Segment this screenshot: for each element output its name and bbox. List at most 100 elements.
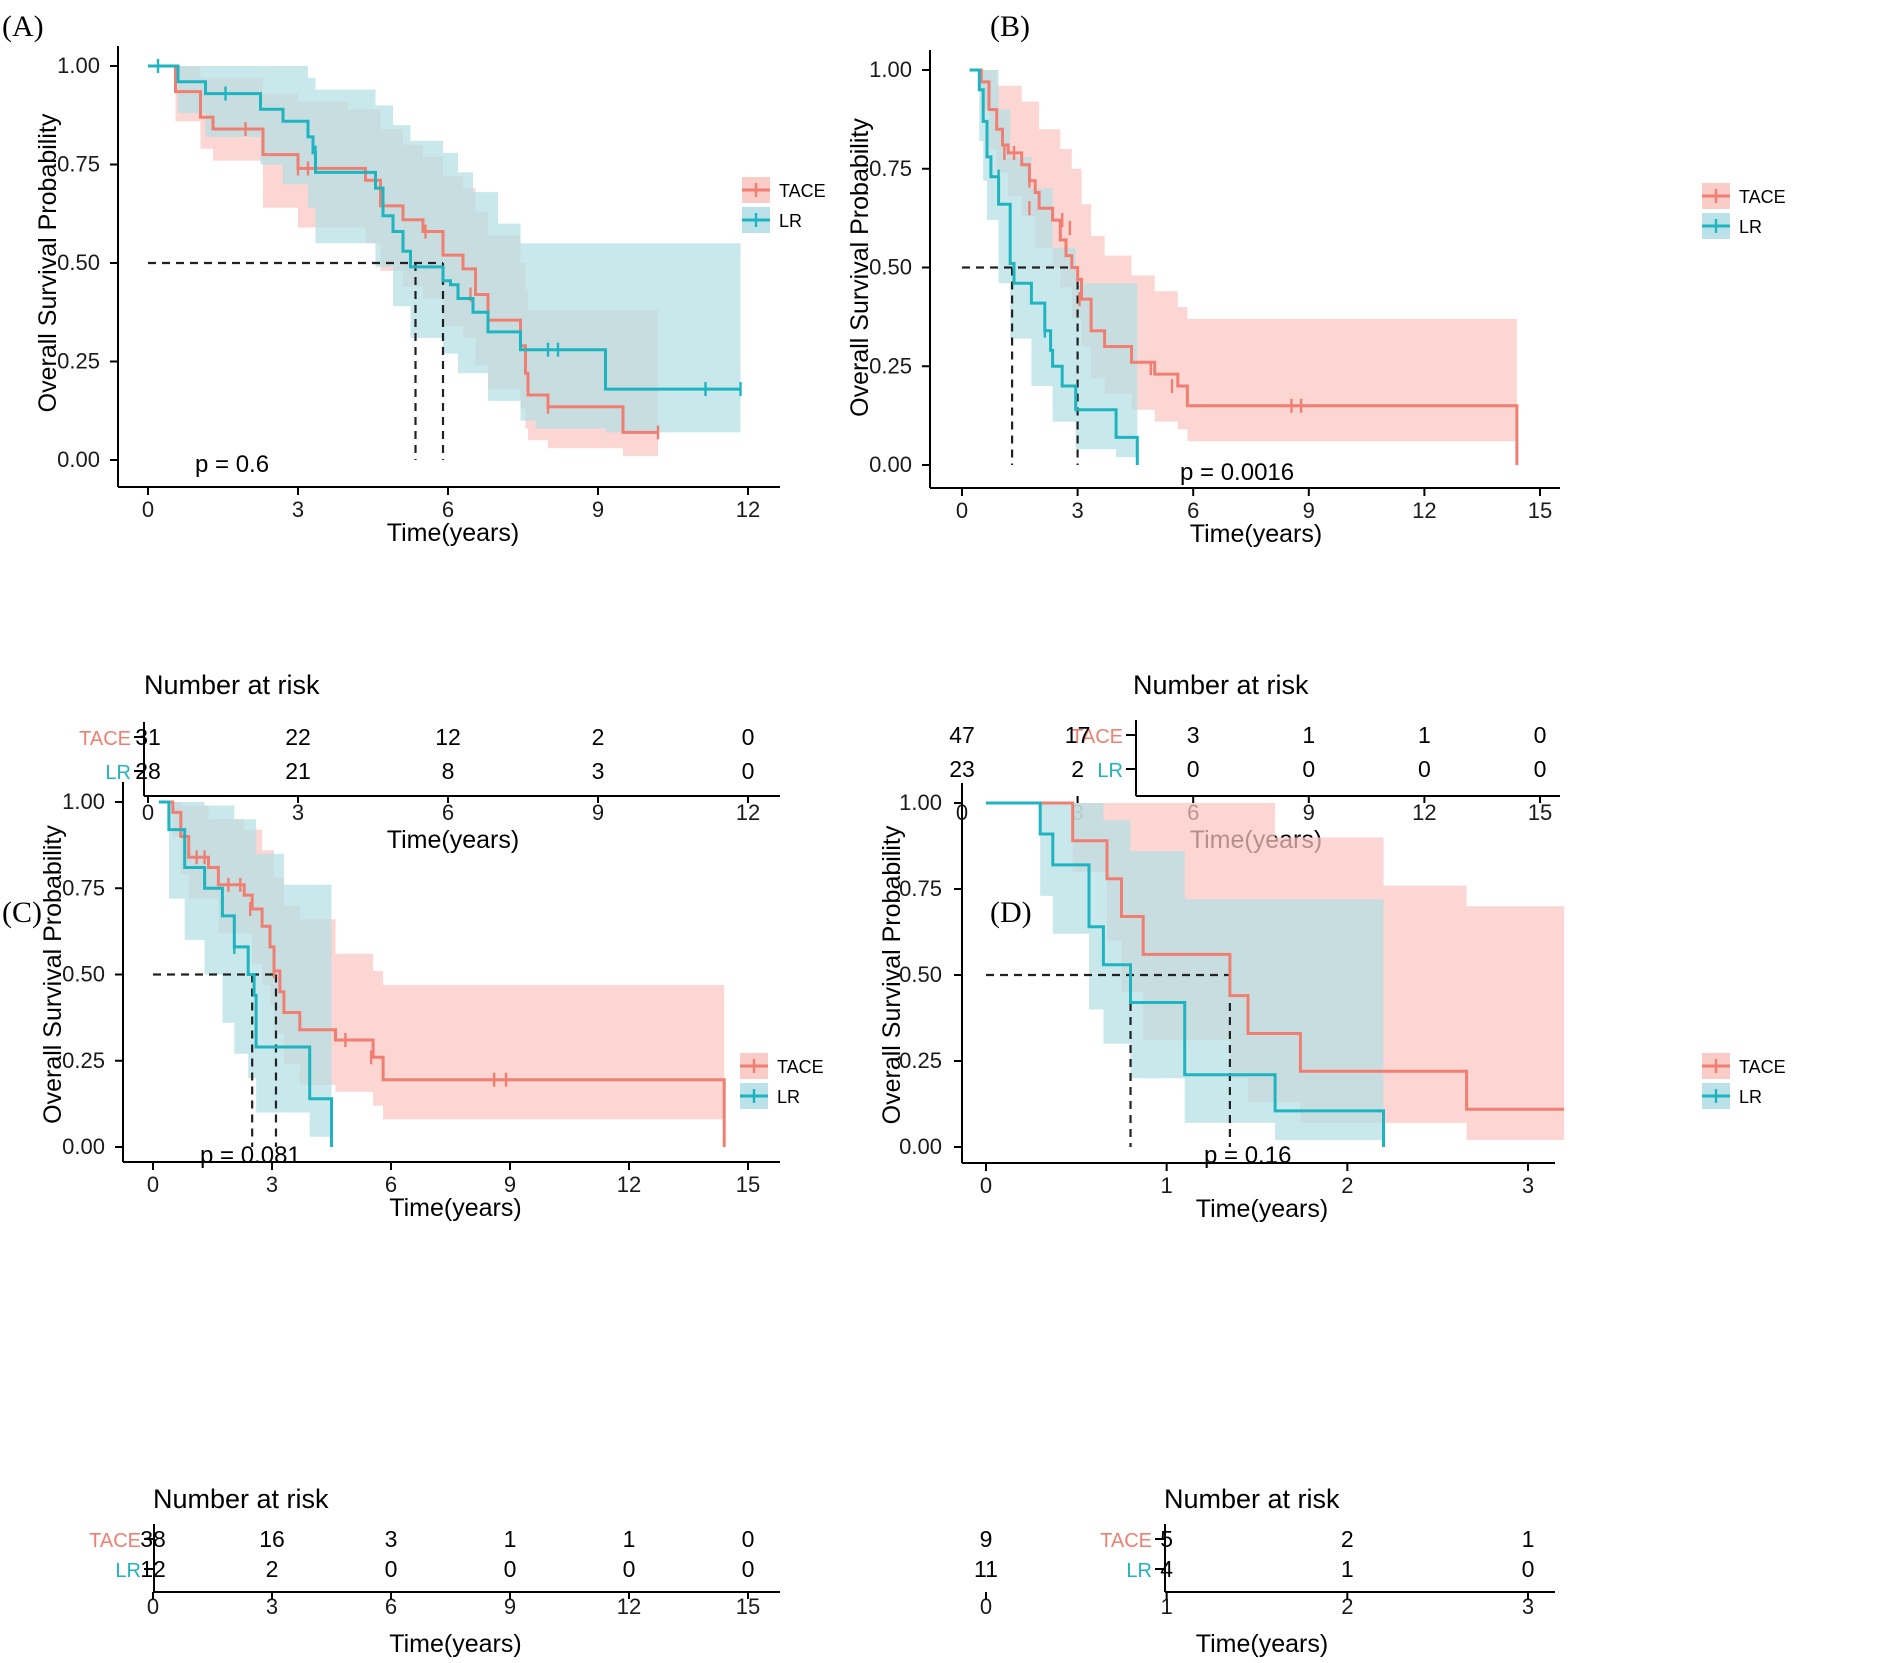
legend: TACE LR bbox=[742, 177, 826, 233]
risk-x-tick-label: 0 bbox=[980, 1594, 992, 1619]
risk-x-axis-title: Time(years) bbox=[389, 1630, 521, 1658]
risk-x-tick-label: 3 bbox=[292, 800, 304, 825]
risk-row-name-tace: TACE bbox=[89, 1530, 141, 1552]
x-tick-label: 1 bbox=[1161, 1173, 1173, 1198]
y-axis-title: Overall Survival Probability bbox=[34, 113, 62, 412]
x-tick-label: 15 bbox=[736, 1172, 760, 1197]
x-tick-label: 9 bbox=[592, 497, 604, 522]
risk-count: 22 bbox=[285, 724, 311, 750]
x-axis-title: Time(years) bbox=[1196, 1195, 1328, 1223]
risk-row-name-lr: LR bbox=[1126, 1560, 1152, 1582]
risk-count: 1 bbox=[1522, 1526, 1535, 1552]
risk-count: 28 bbox=[135, 758, 161, 784]
p-value-label: p = 0.081 bbox=[200, 1142, 301, 1169]
x-tick-label: 15 bbox=[1528, 498, 1552, 523]
risk-x-tick-label: 3 bbox=[1522, 1594, 1534, 1619]
legend-label-tace: TACE bbox=[777, 1057, 824, 1077]
risk-count: 0 bbox=[1534, 756, 1547, 782]
panel-label: (B) bbox=[990, 10, 1030, 43]
x-tick-label: 0 bbox=[142, 497, 154, 522]
risk-count: 0 bbox=[1418, 756, 1431, 782]
y-tick-label: 0.00 bbox=[899, 1134, 942, 1159]
x-tick-label: 6 bbox=[442, 497, 454, 522]
risk-count: 3 bbox=[592, 758, 605, 784]
risk-row-name-tace: TACE bbox=[79, 728, 131, 750]
risk-count: 0 bbox=[742, 724, 755, 750]
y-tick-label: 0.25 bbox=[869, 353, 912, 378]
risk-count: 0 bbox=[742, 1526, 755, 1552]
risk-count: 1 bbox=[623, 1526, 636, 1552]
y-tick-label: 0.50 bbox=[57, 250, 100, 275]
risk-x-tick-label: 0 bbox=[147, 1594, 159, 1619]
risk-count: 4 bbox=[1160, 1556, 1173, 1582]
y-tick-label: 1.00 bbox=[57, 53, 100, 78]
y-tick-label: 0.75 bbox=[899, 876, 942, 901]
y-tick-label: 0.50 bbox=[869, 255, 912, 280]
risk-table: Number at risk TACE 9 5 2 1 LR 11 4 1 0 0 1 2 3 Time(ye… bbox=[974, 1484, 1555, 1658]
risk-count: 5 bbox=[1160, 1526, 1173, 1552]
risk-x-tick-label: 12 bbox=[736, 800, 760, 825]
y-tick-label: 1.00 bbox=[62, 789, 105, 814]
y-tick-label: 0.50 bbox=[899, 962, 942, 987]
y-tick-label: 0.00 bbox=[62, 1134, 105, 1159]
x-tick-label: 3 bbox=[1071, 498, 1083, 523]
risk-x-tick-label: 0 bbox=[142, 800, 154, 825]
risk-row-name-lr: LR bbox=[1097, 760, 1123, 782]
legend-label-tace: TACE bbox=[1739, 1057, 1786, 1077]
risk-count: 2 bbox=[1341, 1526, 1354, 1552]
x-tick-label: 0 bbox=[980, 1173, 992, 1198]
risk-x-tick-label: 1 bbox=[1161, 1594, 1173, 1619]
y-tick-label: 0.75 bbox=[62, 875, 105, 900]
x-axis-title: Time(years) bbox=[1190, 520, 1322, 548]
x-tick-label: 2 bbox=[1341, 1173, 1353, 1198]
y-tick-label: 0.25 bbox=[57, 349, 100, 374]
legend-label-lr: LR bbox=[779, 211, 802, 231]
risk-count: 16 bbox=[259, 1526, 285, 1552]
x-tick-label: 0 bbox=[956, 498, 968, 523]
p-value-label: p = 0.6 bbox=[195, 451, 269, 478]
risk-table-title: Number at risk bbox=[1164, 1484, 1340, 1514]
x-tick-label: 3 bbox=[1522, 1173, 1534, 1198]
risk-x-tick-label: 9 bbox=[592, 800, 604, 825]
risk-table-title: Number at risk bbox=[1133, 670, 1309, 700]
risk-count: 1 bbox=[1341, 1556, 1354, 1582]
risk-x-tick-label: 9 bbox=[1303, 800, 1315, 825]
panel-a: (A) 0 3 6 9 12 0.00 0.25 0.50 0.75 1.00 Time(years)… bbox=[2, 10, 826, 854]
legend-label-lr: LR bbox=[1739, 1087, 1762, 1107]
panel-label: (D) bbox=[990, 896, 1032, 929]
risk-table: Number at riskTACE38163110LR122000003691… bbox=[89, 1484, 780, 1658]
risk-x-tick-label: 6 bbox=[442, 800, 454, 825]
legend: TACE LR bbox=[1702, 1053, 1786, 1109]
risk-count: 2 bbox=[1071, 756, 1084, 782]
risk-row-name-tace: TACE bbox=[1071, 726, 1123, 748]
lr-ci-band bbox=[158, 802, 332, 1147]
risk-table-title: Number at risk bbox=[153, 1484, 329, 1514]
risk-x-tick-label: 3 bbox=[266, 1594, 278, 1619]
x-tick-label: 0 bbox=[147, 1172, 159, 1197]
lr-survival-curve bbox=[986, 801, 1385, 1147]
risk-table-title: Number at risk bbox=[144, 670, 320, 700]
x-tick-label: 9 bbox=[1303, 498, 1315, 523]
tace-survival-curve bbox=[986, 801, 1565, 1111]
risk-count: 0 bbox=[504, 1556, 517, 1582]
y-tick-label: 0.00 bbox=[57, 447, 100, 472]
y-tick-label: 1.00 bbox=[869, 57, 912, 82]
risk-x-tick-label: 12 bbox=[617, 1594, 641, 1619]
panel-label: (A) bbox=[2, 10, 44, 43]
risk-count: 0 bbox=[742, 758, 755, 784]
risk-count: 9 bbox=[980, 1526, 993, 1552]
risk-x-axis-title: Time(years) bbox=[387, 826, 519, 854]
tace-survival-curve bbox=[148, 64, 658, 434]
risk-x-tick-label: 15 bbox=[1528, 800, 1552, 825]
risk-row-name-tace: TACE bbox=[1100, 1530, 1152, 1552]
risk-count: 3 bbox=[385, 1526, 398, 1552]
risk-x-tick-label: 15 bbox=[736, 1594, 760, 1619]
legend-label-lr: LR bbox=[1739, 217, 1762, 237]
y-tick-label: 1.00 bbox=[899, 790, 942, 815]
legend: TACE LR bbox=[1702, 183, 1786, 239]
risk-row-name-lr: LR bbox=[115, 1560, 141, 1582]
x-tick-label: 3 bbox=[292, 497, 304, 522]
risk-table: Number at risk TACE 31 22 12 2 0 LR 28 21 8 3 0 0 3 6 9 1… bbox=[79, 670, 780, 854]
risk-count: 2 bbox=[266, 1556, 279, 1582]
risk-count: 3 bbox=[1187, 722, 1200, 748]
